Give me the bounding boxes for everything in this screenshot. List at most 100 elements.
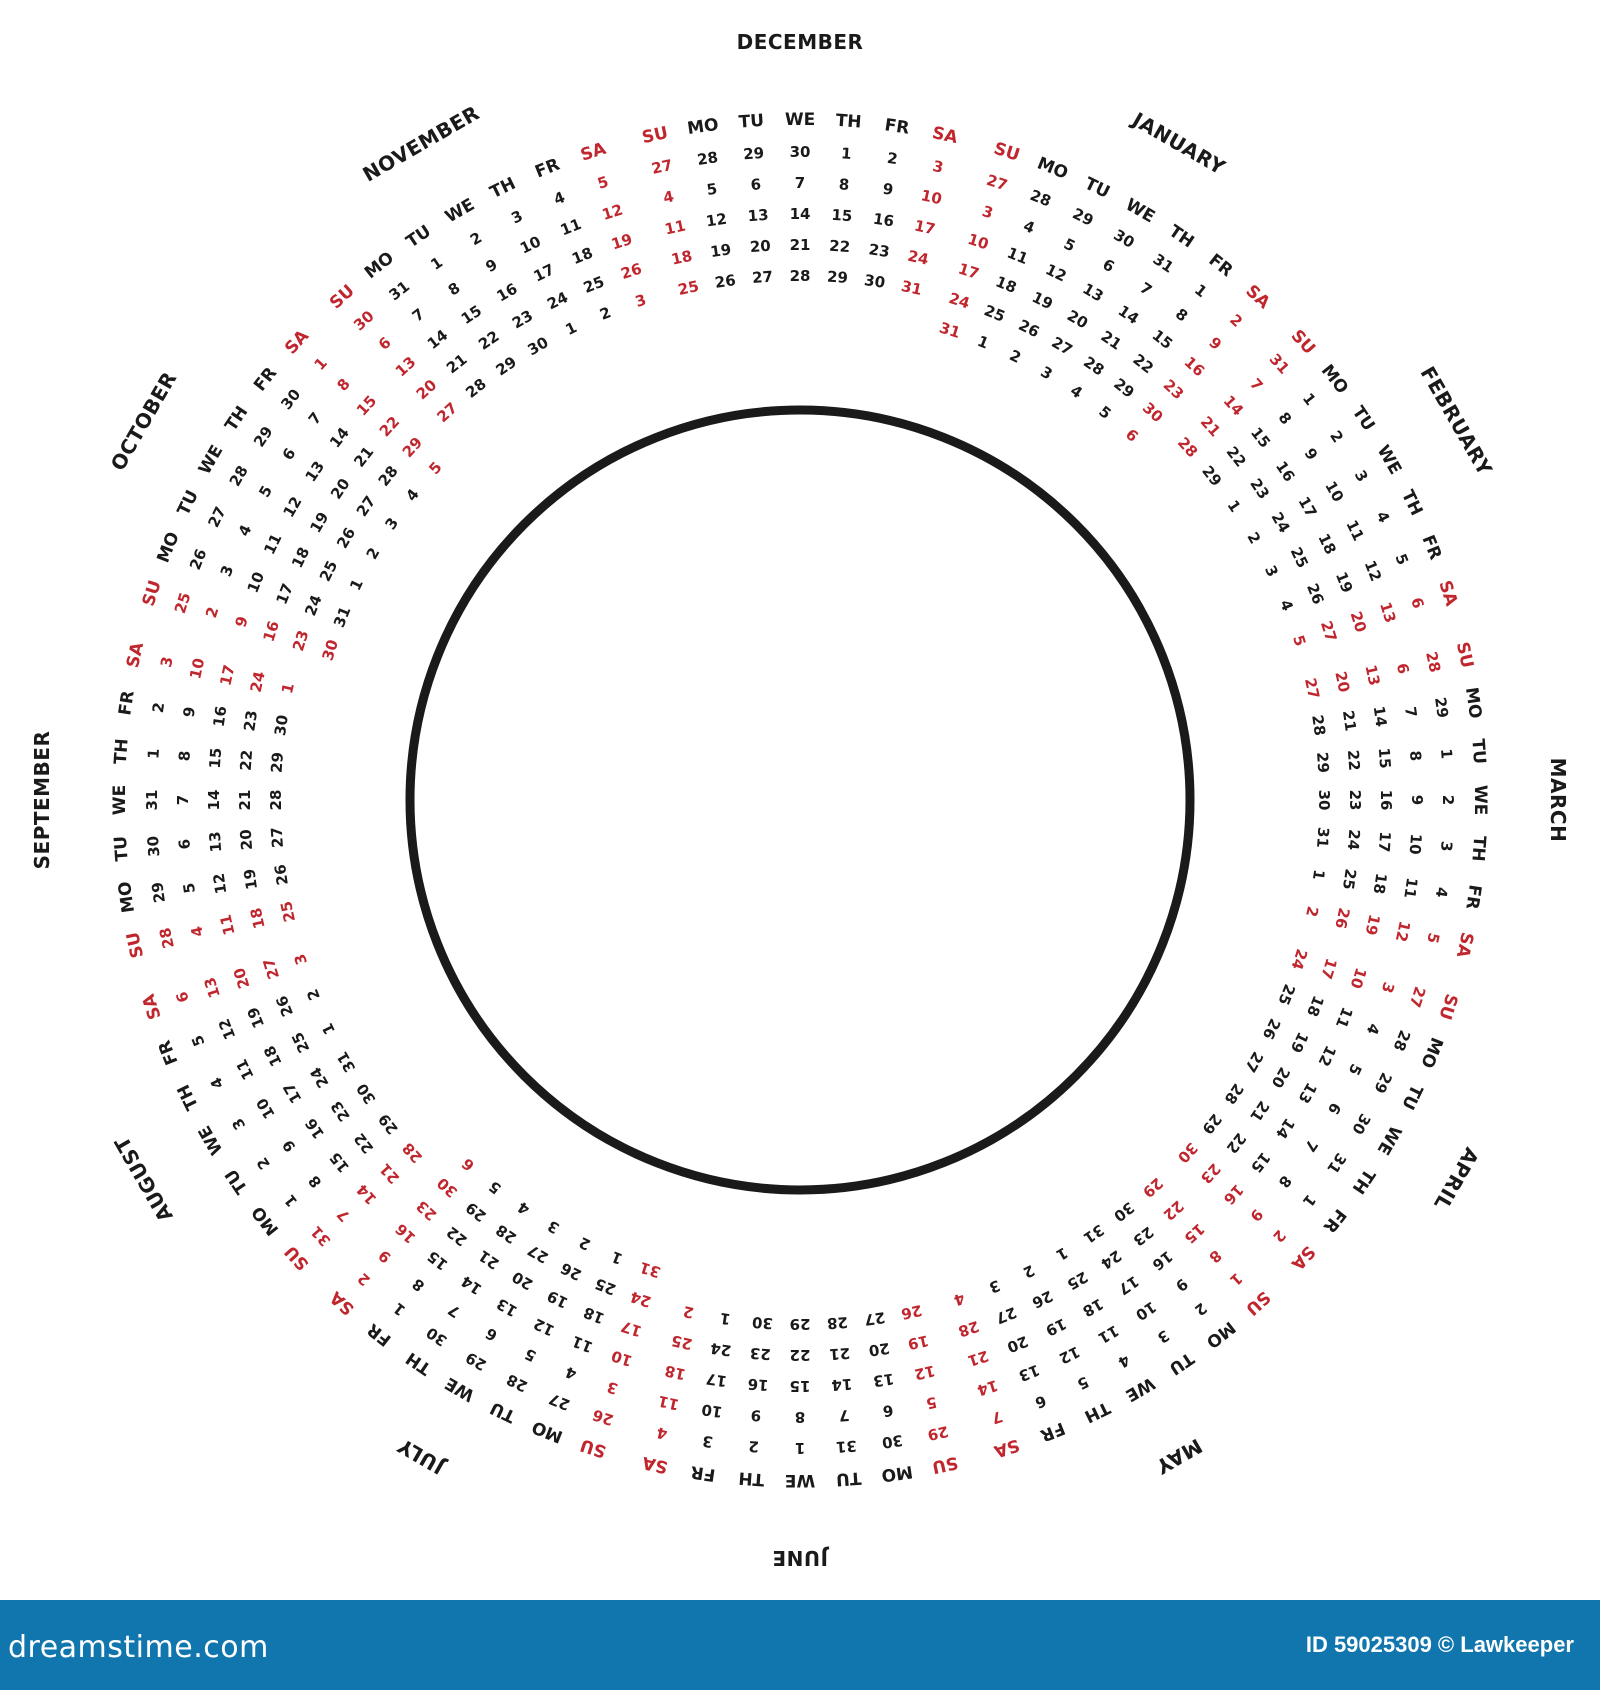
weekday-header-fr: FR (1037, 1418, 1067, 1446)
weekday-header-we: WE (195, 442, 228, 478)
day-cell: 12 (600, 200, 625, 223)
day-cell: 8 (1406, 750, 1425, 762)
day-cell: 14 (831, 1375, 853, 1394)
day-cell: 11 (1400, 876, 1421, 899)
day-cell: 28 (156, 926, 178, 950)
day-cell: 6 (279, 445, 300, 464)
month-february: FEBRUARYSUMOTUWETHFRSA311234567891011121… (1174, 326, 1497, 648)
day-cell: 30 (277, 386, 304, 414)
day-cell: 10 (700, 1400, 723, 1421)
day-cell: 10 (244, 569, 268, 595)
day-cell: 14 (790, 205, 811, 223)
day-cell: 21 (376, 1160, 403, 1188)
day-cell: 10 (253, 1095, 279, 1122)
weekday-header-mo: MO (880, 1461, 914, 1485)
day-cell: 30 (1139, 399, 1167, 426)
day-cell: 25 (676, 277, 700, 299)
day-cell: 16 (1181, 353, 1209, 380)
day-cell: 17 (1375, 831, 1394, 853)
day-cell: 31 (1323, 1150, 1350, 1177)
day-cell: 25 (277, 899, 299, 923)
weekday-header-we: WE (442, 1373, 478, 1406)
day-cell: 1 (390, 1299, 409, 1320)
weekday-header-sa: SA (123, 640, 148, 670)
day-cell: 9 (375, 1246, 395, 1266)
day-cell: 9 (279, 1137, 300, 1156)
day-cell: 2 (1302, 905, 1322, 919)
weekday-header-tu: TU (221, 1165, 252, 1197)
day-cell: 21 (443, 350, 471, 377)
day-cell: 23 (1246, 475, 1273, 502)
day-cell: 2 (576, 1233, 593, 1254)
weekday-header-fr: FR (155, 1037, 183, 1067)
day-cell: 6 (458, 1154, 478, 1174)
month-october: OCTOBERSUMOTUWETHFRSA2526272829301234567… (106, 326, 446, 663)
day-cell: 25 (316, 558, 341, 585)
day-cell: 5 (255, 482, 276, 500)
day-cell: 2 (253, 1154, 274, 1173)
weekday-header-we: WE (1373, 1122, 1406, 1158)
month-november: NOVEMBERSUMOTUWETHFRSA303112345678910111… (326, 101, 648, 427)
day-cell: 21 (1197, 413, 1224, 441)
day-cell: 15 (326, 1149, 353, 1177)
day-cell: 24 (306, 1064, 332, 1091)
day-cell: 4 (1021, 217, 1037, 238)
day-cell: 14 (205, 790, 223, 811)
day-cell: 11 (232, 1056, 257, 1083)
day-cell: 25 (171, 590, 194, 615)
day-cell: 5 (1423, 931, 1443, 945)
center-ring (405, 405, 1195, 1195)
day-cell: 15 (424, 1247, 452, 1274)
day-cell: 23 (327, 1098, 354, 1125)
day-cell: 22 (1344, 749, 1363, 771)
day-cell: 11 (1095, 1321, 1122, 1347)
day-cell: 2 (363, 544, 384, 562)
day-cell: 24 (301, 592, 325, 618)
day-cell: 9 (180, 706, 199, 719)
day-cell: 3 (157, 655, 177, 669)
day-cell: 18 (1303, 993, 1327, 1019)
day-cell: 1 (311, 354, 331, 374)
day-cell: 2 (1243, 529, 1264, 547)
month-name: MAY (1152, 1434, 1207, 1480)
day-cell: 19 (1361, 913, 1383, 937)
day-cell: 12 (705, 210, 728, 231)
day-cell: 1 (1053, 1243, 1071, 1264)
day-cell: 30 (423, 1323, 450, 1350)
day-cell: 29 (1198, 462, 1225, 490)
day-cell: 9 (750, 1406, 762, 1425)
day-cell: 2 (1439, 795, 1457, 805)
day-cell: 25 (1064, 1268, 1091, 1294)
dreamstime-logo[interactable]: dreamstime.com (8, 1630, 269, 1665)
weekday-header-su: SU (1434, 991, 1461, 1022)
day-cell: 21 (350, 443, 377, 471)
day-cell: 22 (1129, 350, 1157, 377)
day-cell: 11 (216, 913, 238, 937)
weekday-header-we: WE (442, 195, 478, 228)
day-cell: 27 (268, 826, 287, 848)
day-cell: 27 (993, 1303, 1019, 1327)
day-cell: 29 (790, 1315, 811, 1333)
month-name: FEBRUARY (1416, 362, 1498, 480)
day-cell: 30 (863, 271, 886, 292)
weekday-header-tu: TU (487, 1397, 519, 1426)
day-cell: 14 (975, 1376, 1000, 1399)
day-cell: 12 (531, 1314, 558, 1339)
month-april: APRILSUMOTUWETHFRSA272829303112345678910… (1174, 947, 1484, 1275)
day-cell: 26 (333, 524, 359, 551)
day-cell: 23 (240, 709, 261, 732)
day-cell: 3 (931, 157, 945, 177)
weekday-header-th: TH (402, 1348, 435, 1379)
day-cell: 12 (1314, 1043, 1339, 1070)
day-cell: 19 (906, 1331, 930, 1353)
weekday-header-mo: MO (1034, 153, 1071, 183)
day-cell: 2 (1191, 1299, 1210, 1320)
day-cell: 9 (1246, 1205, 1266, 1225)
weekday-header-su: SU (139, 578, 166, 609)
day-cell: 27 (204, 504, 229, 531)
day-cell: 14 (326, 424, 353, 452)
day-cell: 26 (899, 1301, 923, 1323)
month-name: NOVEMBER (358, 101, 483, 187)
weekday-header-tu: TU (403, 221, 435, 252)
day-cell: 25 (982, 301, 1008, 325)
